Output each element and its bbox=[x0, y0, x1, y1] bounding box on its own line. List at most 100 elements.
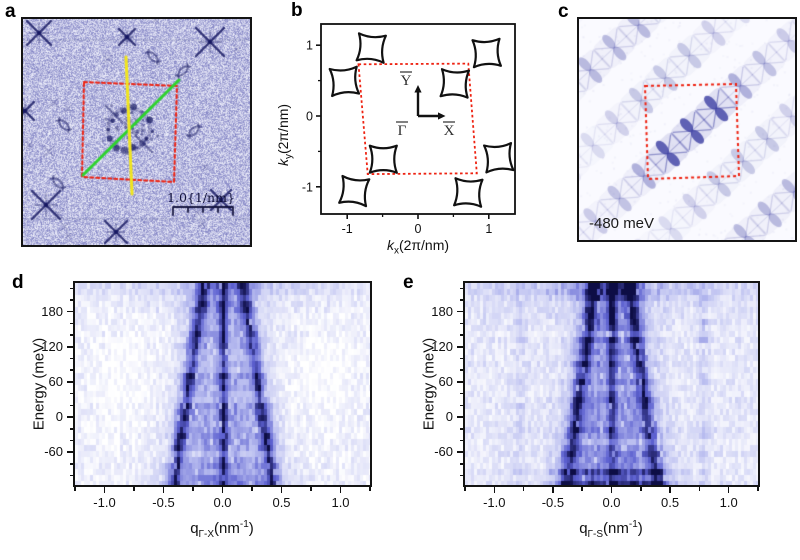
panel-e-frame bbox=[463, 281, 760, 487]
y-minor-tick bbox=[69, 334, 73, 336]
panel-b-brillouin-zone-plot: Γ X Y -1 0 1 1 0 -1 kx(2π/nm) ky(2π/nm) bbox=[275, 23, 516, 257]
panel-c-qpi-image bbox=[579, 19, 795, 240]
x-major-tick bbox=[339, 487, 342, 493]
electron-pocket-contour bbox=[328, 65, 361, 98]
y-tick-label: 120 bbox=[431, 338, 453, 354]
electron-pocket-contour bbox=[338, 174, 371, 208]
bz-x-axis-title: kx(2π/nm) bbox=[387, 237, 449, 257]
bz-y-axis-title: ky(2π/nm) bbox=[275, 104, 295, 166]
y-major-tick bbox=[67, 451, 73, 453]
x-minor-tick bbox=[581, 487, 583, 491]
y-major-tick bbox=[67, 416, 73, 418]
y-minor-tick bbox=[69, 439, 73, 442]
y-tick-label: 0 bbox=[55, 409, 63, 425]
y-minor-tick bbox=[459, 369, 463, 371]
x-major-tick bbox=[552, 487, 554, 493]
y-minor-tick bbox=[69, 428, 73, 430]
y-minor-tick bbox=[459, 463, 463, 465]
y-tick-label: 60 bbox=[48, 373, 63, 389]
y-major-tick bbox=[457, 416, 463, 418]
y-minor-tick bbox=[69, 392, 73, 395]
bz-y-tick-label: -1 bbox=[302, 180, 313, 194]
brillouin-zone-boundary bbox=[357, 62, 478, 176]
x-minor-tick bbox=[310, 487, 312, 491]
x-minor-tick bbox=[369, 487, 371, 491]
y-tick-label: -60 bbox=[434, 444, 453, 460]
y-minor-tick bbox=[459, 287, 463, 290]
x-minor-tick bbox=[698, 487, 701, 491]
panel-d-heatmap bbox=[75, 283, 370, 485]
x-tick-label: -1.0 bbox=[483, 495, 506, 510]
y-point-label: Y bbox=[401, 73, 412, 89]
kx-arrowhead bbox=[438, 112, 446, 120]
x-minor-tick bbox=[522, 487, 525, 491]
scalebar-label: 1.0{1/nm} bbox=[167, 190, 235, 205]
y-tick-label: 180 bbox=[431, 303, 453, 319]
x-minor-tick bbox=[74, 487, 76, 491]
panel-a-frame bbox=[21, 17, 252, 247]
y-major-tick bbox=[67, 310, 73, 313]
bz-y-tick-label: 0 bbox=[306, 110, 313, 124]
y-tick-label: 180 bbox=[41, 303, 63, 319]
y-major-tick bbox=[457, 451, 463, 453]
electron-pocket-contour bbox=[471, 37, 502, 69]
x-major-tick bbox=[162, 487, 165, 493]
y-minor-tick bbox=[69, 474, 73, 477]
x-tick-label: 0.0 bbox=[602, 495, 621, 510]
bz-plot-area bbox=[328, 32, 515, 208]
electron-pocket-contour bbox=[368, 144, 398, 174]
x-tick-label: 1.0 bbox=[719, 495, 738, 510]
panel-e-letter: e bbox=[403, 272, 414, 293]
bz-x-tick-label: -1 bbox=[342, 222, 353, 236]
panel-c-frame bbox=[577, 17, 797, 242]
x-major-tick bbox=[221, 487, 224, 493]
x-tick-label: 0.5 bbox=[272, 495, 291, 510]
bz-y-tick-label: 1 bbox=[306, 39, 313, 53]
panel-d-letter: d bbox=[12, 272, 24, 293]
y-tick-label: 0 bbox=[445, 409, 453, 425]
electron-pocket-contour bbox=[483, 142, 515, 174]
y-minor-tick bbox=[459, 404, 463, 407]
y-tick-label: 120 bbox=[41, 338, 63, 354]
y-major-tick bbox=[457, 310, 463, 313]
y-minor-tick bbox=[69, 463, 73, 465]
x-tick-label: -0.5 bbox=[152, 495, 175, 510]
x-minor-tick bbox=[192, 487, 194, 491]
y-major-tick bbox=[457, 346, 463, 348]
y-tick-label: 60 bbox=[438, 373, 453, 389]
y-minor-tick bbox=[459, 392, 463, 395]
x-major-tick bbox=[493, 487, 496, 493]
y-minor-tick bbox=[459, 428, 463, 430]
panel-d-frame bbox=[73, 281, 372, 487]
x-minor-tick bbox=[251, 487, 253, 491]
x-minor-tick bbox=[640, 487, 642, 491]
x-tick-label: 1.0 bbox=[331, 495, 350, 510]
y-minor-tick bbox=[69, 299, 73, 301]
x-minor-tick bbox=[464, 487, 466, 491]
y-minor-tick bbox=[459, 474, 463, 477]
x-major-tick bbox=[280, 487, 283, 493]
x-tick-label: -1.0 bbox=[93, 495, 116, 510]
x-minor-tick bbox=[757, 487, 759, 491]
panel-c-letter: c bbox=[558, 1, 569, 22]
y-minor-tick bbox=[459, 357, 463, 360]
x-tick-label: 0.5 bbox=[661, 495, 680, 510]
gamma-point-label: Γ bbox=[398, 123, 407, 139]
y-major-tick bbox=[457, 381, 463, 383]
y-major-tick bbox=[67, 381, 73, 383]
x-major-tick bbox=[103, 487, 106, 493]
bz-x-tick-label: 1 bbox=[485, 222, 492, 236]
y-minor-tick bbox=[459, 334, 463, 336]
y-minor-tick bbox=[459, 322, 463, 325]
y-minor-tick bbox=[69, 357, 73, 360]
electron-pocket-contour bbox=[355, 32, 387, 64]
x-tick-label: 0.0 bbox=[213, 495, 232, 510]
panel-d-x-axis-label: qΓ-X(nm-1) bbox=[190, 519, 254, 540]
y-minor-tick bbox=[69, 322, 73, 325]
bz-x-tick-label: 0 bbox=[415, 222, 422, 236]
x-point-label: X bbox=[444, 123, 455, 139]
panel-b-letter: b bbox=[291, 0, 303, 21]
electron-pocket-contour bbox=[453, 177, 484, 208]
y-minor-tick bbox=[459, 299, 463, 301]
